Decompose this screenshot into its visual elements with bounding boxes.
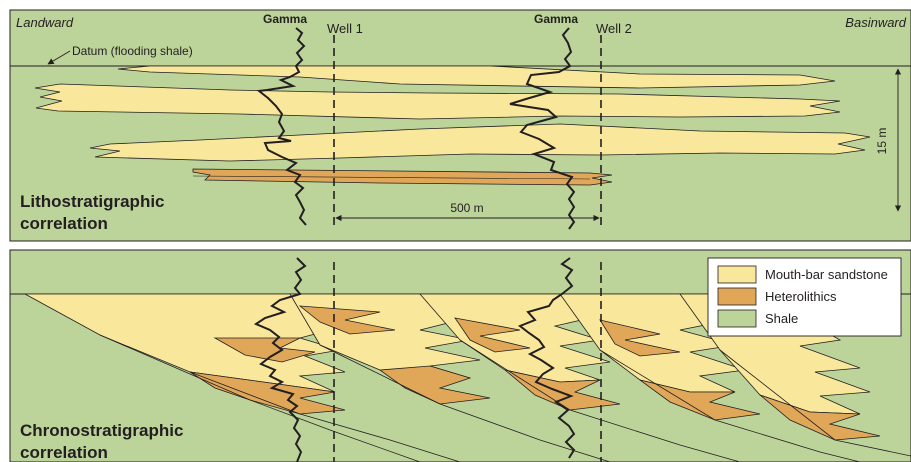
gamma-log-3 [253, 257, 307, 462]
thickness-label: 15 m [875, 128, 889, 155]
clinoform-5-heterolithic [759, 394, 881, 441]
chronostratigraphic-title: Chronostratigraphic [20, 421, 183, 440]
clinoform-4-heterolithic-b [639, 379, 761, 421]
sand-body-3 [89, 123, 871, 162]
heterolithic-bedding [192, 175, 591, 180]
legend-label-heterolithics: Heterolithics [765, 289, 837, 304]
lithostratigraphic-title: Lithostratigraphic [20, 192, 165, 211]
sand-body-2 [34, 83, 841, 120]
well-2-label: Well 2 [596, 21, 632, 36]
basinward-label: Basinward [845, 15, 906, 30]
gamma-log-1 [256, 27, 307, 226]
top-panel-background [9, 9, 911, 242]
clinoform-4-heterolithic [599, 319, 681, 357]
legend-swatch-heterolithics [717, 287, 757, 306]
datum-label: Datum (flooding shale) [72, 44, 193, 58]
gamma-log-2 [509, 27, 576, 230]
legend-swatch-shale [717, 309, 757, 328]
datum-arrow [47, 50, 71, 65]
chronostratigraphic-title-line2: correlation [20, 443, 108, 462]
chronostratigraphic-panel: Chronostratigraphic correlation Mouth-ba… [9, 249, 911, 462]
clinoform-1-heterolithic [189, 371, 346, 415]
sand-body-1 [117, 65, 836, 89]
gamma-label-2: Gamma [534, 12, 578, 26]
distance-label: 500 m [450, 201, 483, 215]
clinoform-3-heterolithic-b [504, 369, 621, 411]
legend-label-sandstone: Mouth-bar sandstone [765, 267, 888, 282]
timelines [99, 334, 911, 462]
clinoform-3-heterolithic [454, 317, 531, 353]
legend-swatch-sandstone [717, 265, 757, 284]
landward-label: Landward [16, 15, 74, 30]
legend: Mouth-bar sandstone Heterolithics Shale [707, 257, 902, 337]
clinoform-2-heterolithic-b [378, 365, 491, 405]
gamma-label-1: Gamma [263, 12, 307, 26]
lithostratigraphic-panel: Landward Basinward Gamma Gamma Well 1 We… [9, 9, 911, 242]
gamma-log-4 [518, 257, 576, 459]
clinoform-2-heterolithic [298, 305, 396, 335]
heterolithic-body [192, 168, 613, 186]
lithostratigraphic-title-line2: correlation [20, 214, 108, 233]
legend-label-shale: Shale [765, 311, 798, 326]
clinoform-1-heterolithic-b [213, 337, 316, 363]
well-1-label: Well 1 [327, 21, 363, 36]
